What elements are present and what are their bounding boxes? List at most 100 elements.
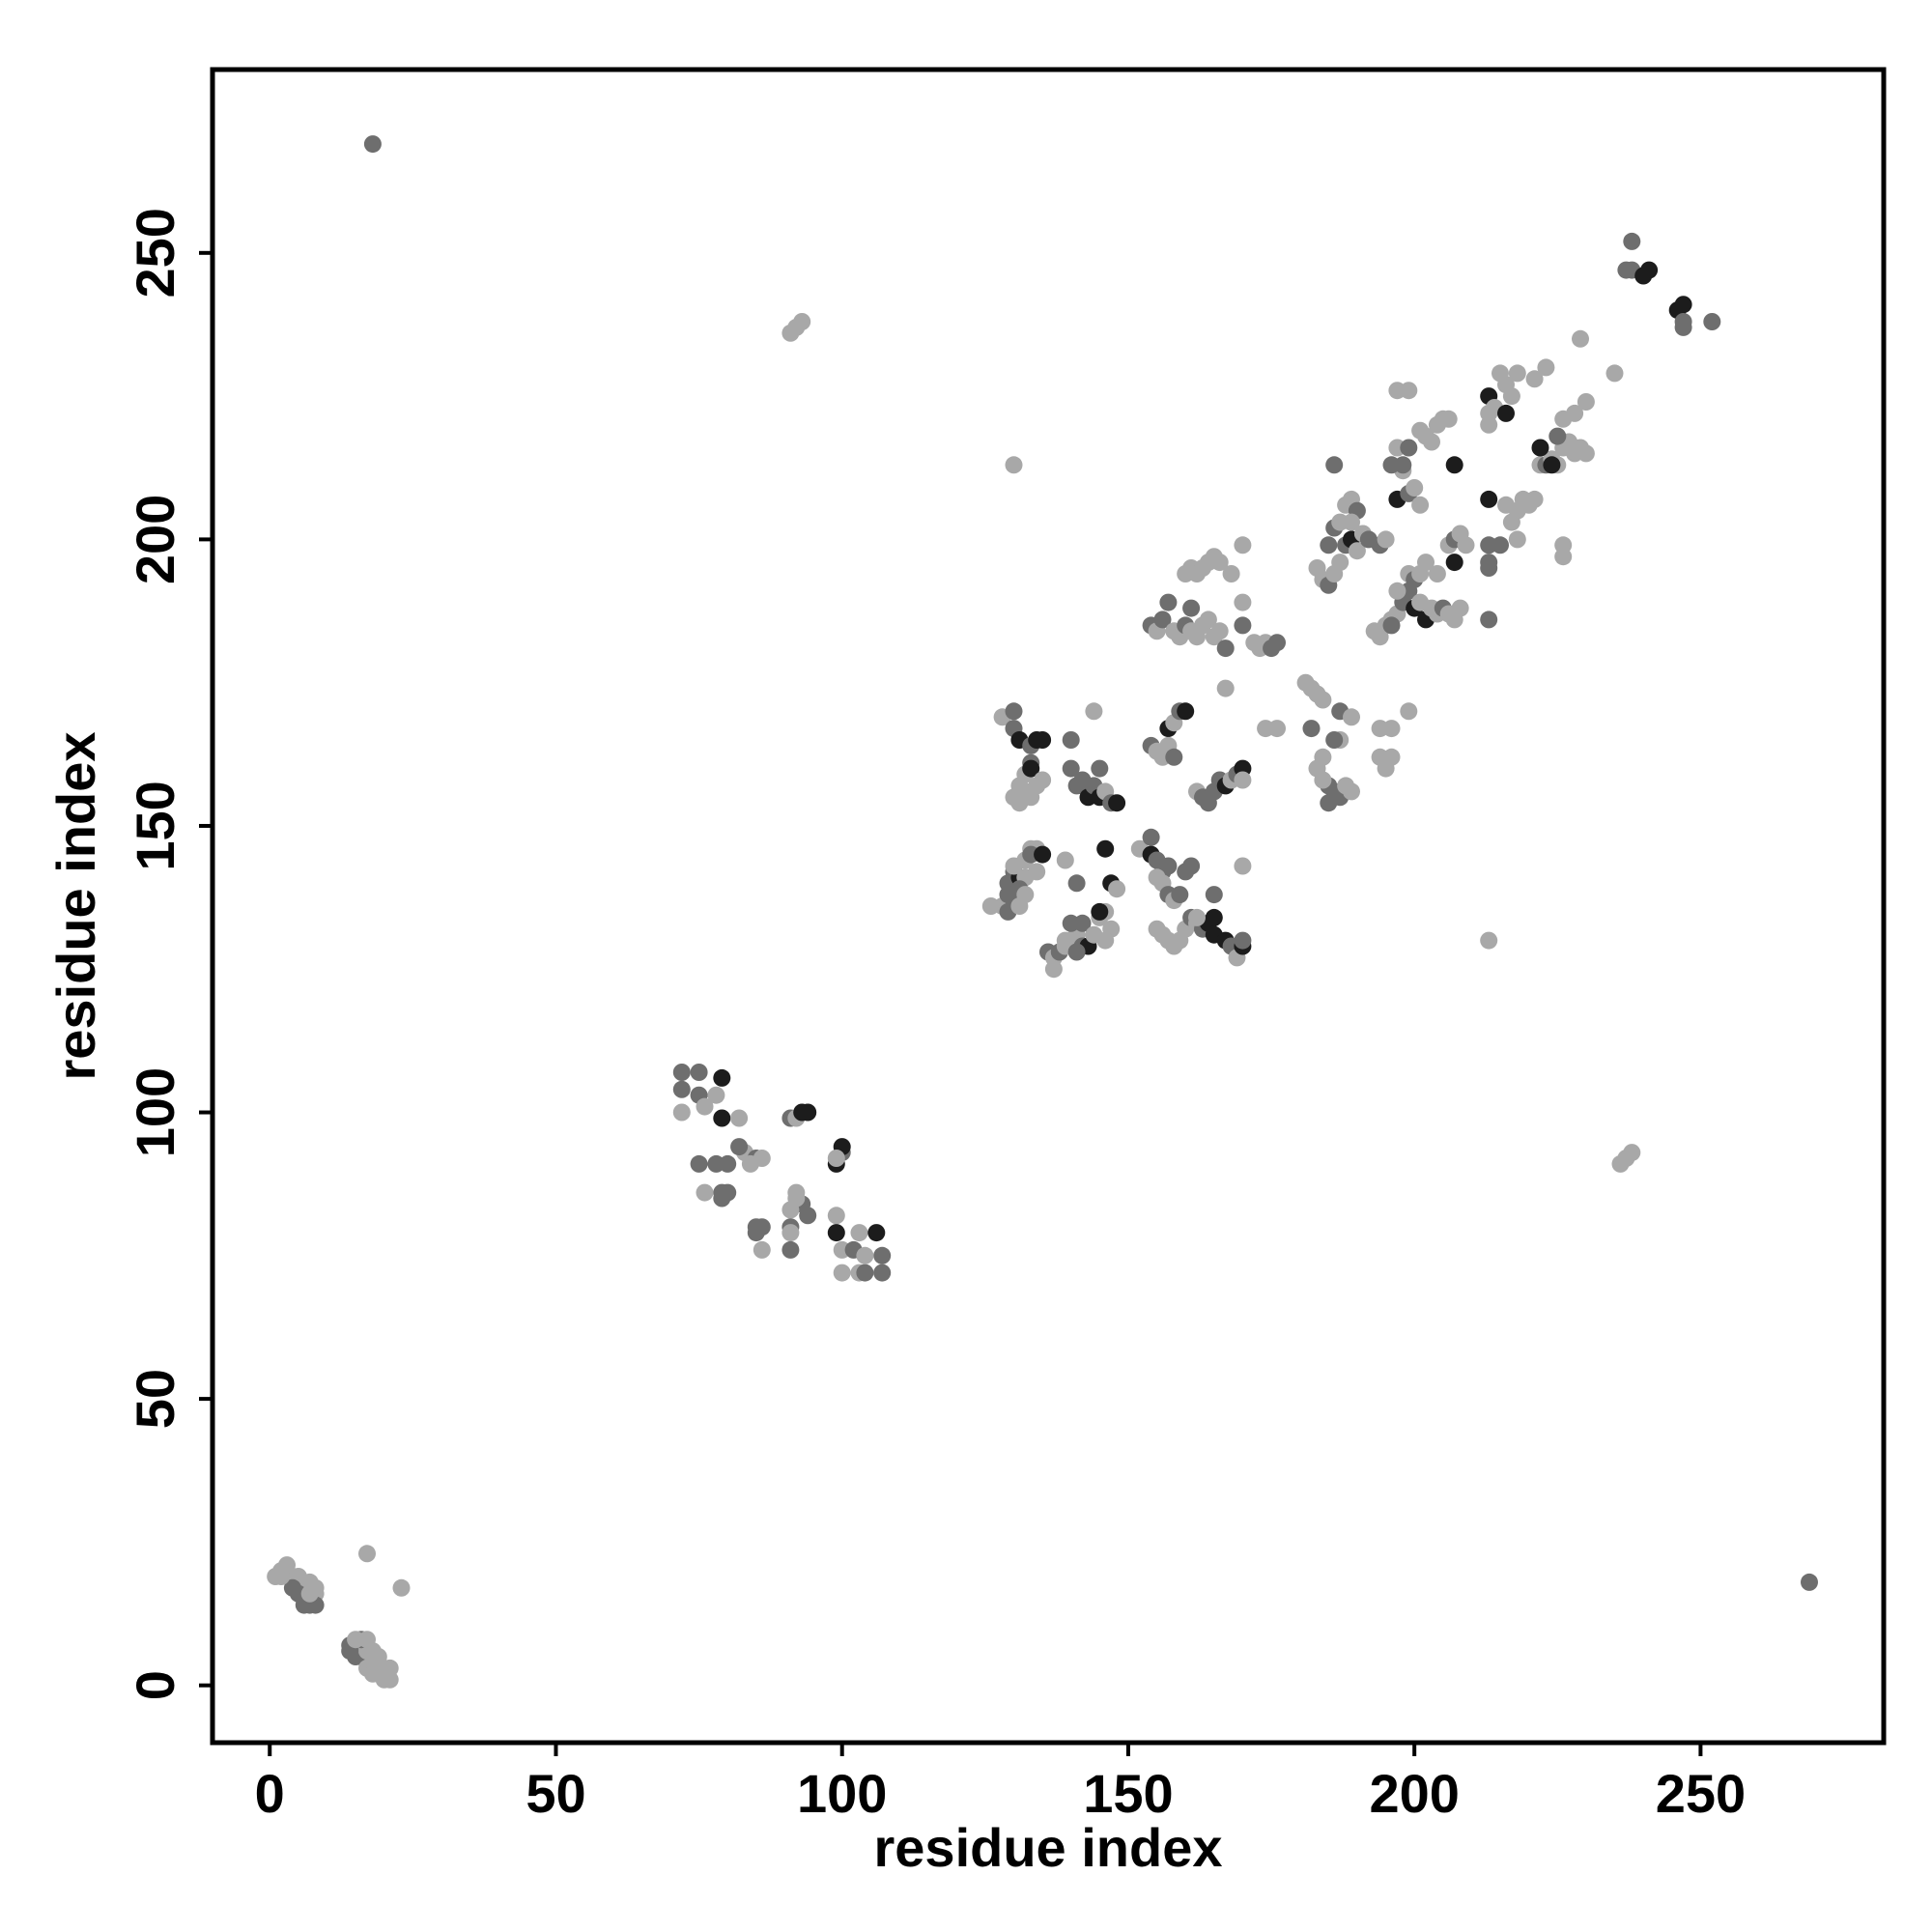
data-point <box>787 1189 806 1208</box>
x-tick-label: 150 <box>1083 1763 1173 1824</box>
data-point <box>1062 759 1080 778</box>
data-point <box>672 1080 691 1098</box>
data-point <box>713 1109 731 1127</box>
data-point <box>1234 771 1252 789</box>
data-point <box>1543 456 1561 474</box>
x-axis: 0 50 100 150 200 250 <box>255 1743 1746 1824</box>
data-point <box>1314 771 1332 789</box>
data-point <box>1314 691 1332 709</box>
data-point <box>1480 490 1498 508</box>
data-point <box>1234 931 1252 950</box>
data-point <box>1205 886 1223 904</box>
data-point <box>741 1154 759 1173</box>
data-point <box>392 1578 411 1597</box>
data-point <box>753 1240 771 1259</box>
data-point <box>1382 616 1401 635</box>
data-point <box>1199 611 1217 629</box>
data-point <box>1005 702 1023 721</box>
data-point <box>799 1103 817 1122</box>
data-point <box>1044 960 1063 979</box>
data-point <box>1016 886 1035 904</box>
data-point <box>873 1264 892 1282</box>
data-point <box>363 1642 382 1661</box>
data-point <box>1457 536 1475 554</box>
data-point <box>690 1154 708 1173</box>
data-point <box>1268 634 1286 652</box>
data-point <box>1451 599 1469 617</box>
data-point <box>1492 536 1509 554</box>
data-point <box>1445 456 1463 474</box>
data-point <box>1377 530 1395 549</box>
data-point <box>363 135 382 154</box>
data-point <box>1537 358 1555 377</box>
data-point <box>1343 782 1360 801</box>
data-point <box>1096 839 1115 858</box>
data-point <box>1480 611 1498 629</box>
data-point <box>1234 857 1252 875</box>
data-point <box>1439 410 1458 428</box>
data-point <box>1091 902 1109 921</box>
data-point <box>1566 404 1584 422</box>
data-point <box>1417 554 1435 572</box>
data-point <box>381 1659 399 1677</box>
y-tick-label: 50 <box>125 1369 185 1429</box>
data-point <box>1222 565 1240 582</box>
data-point <box>1320 536 1338 554</box>
data-point <box>1302 720 1321 738</box>
data-point <box>1343 513 1360 531</box>
y-tick-label: 200 <box>125 495 185 584</box>
data-point <box>1572 329 1589 348</box>
x-tick-label: 100 <box>797 1763 887 1824</box>
data-point <box>1034 845 1052 864</box>
data-point <box>1508 530 1526 549</box>
data-point <box>1005 456 1023 474</box>
data-point <box>1056 851 1074 869</box>
data-point <box>1205 908 1223 926</box>
data-points <box>267 135 1818 1689</box>
data-point <box>1067 943 1086 961</box>
data-point <box>1411 496 1430 514</box>
data-point <box>1210 622 1229 640</box>
data-point <box>827 1224 845 1242</box>
data-point <box>730 1138 749 1156</box>
data-point <box>707 1086 725 1104</box>
data-point <box>672 1064 691 1081</box>
y-axis: 0 50 100 150 200 250 <box>125 208 213 1700</box>
data-point <box>1400 439 1418 457</box>
data-point <box>1171 886 1189 904</box>
data-point <box>799 1207 817 1225</box>
data-point <box>1343 708 1360 726</box>
data-point <box>781 1240 800 1259</box>
data-point <box>1382 456 1401 474</box>
y-axis-title: residue index <box>45 731 106 1080</box>
data-point <box>300 1584 319 1603</box>
data-point <box>1525 490 1544 508</box>
data-point <box>1577 393 1595 411</box>
data-point <box>1153 611 1172 629</box>
data-point <box>719 1154 737 1173</box>
data-point <box>1182 857 1201 875</box>
data-point <box>1331 554 1350 572</box>
data-point <box>1348 542 1366 560</box>
data-point <box>1142 828 1160 846</box>
data-point <box>713 1189 731 1208</box>
data-point <box>1674 318 1692 336</box>
data-point <box>696 1183 714 1202</box>
x-tick-label: 200 <box>1369 1763 1459 1824</box>
data-point <box>696 1097 714 1116</box>
data-point <box>1073 771 1092 789</box>
data-point <box>1096 931 1115 950</box>
data-point <box>856 1246 874 1264</box>
data-point <box>1480 931 1498 950</box>
data-point <box>1320 794 1338 812</box>
data-point <box>1234 616 1252 635</box>
data-point <box>1056 931 1074 950</box>
data-point <box>1640 261 1659 279</box>
data-point <box>1497 404 1515 422</box>
data-point <box>1674 296 1692 314</box>
data-point <box>1314 748 1332 766</box>
data-point <box>1382 720 1401 738</box>
data-point <box>1480 559 1498 577</box>
data-point <box>1159 593 1178 611</box>
data-point <box>1062 914 1080 932</box>
